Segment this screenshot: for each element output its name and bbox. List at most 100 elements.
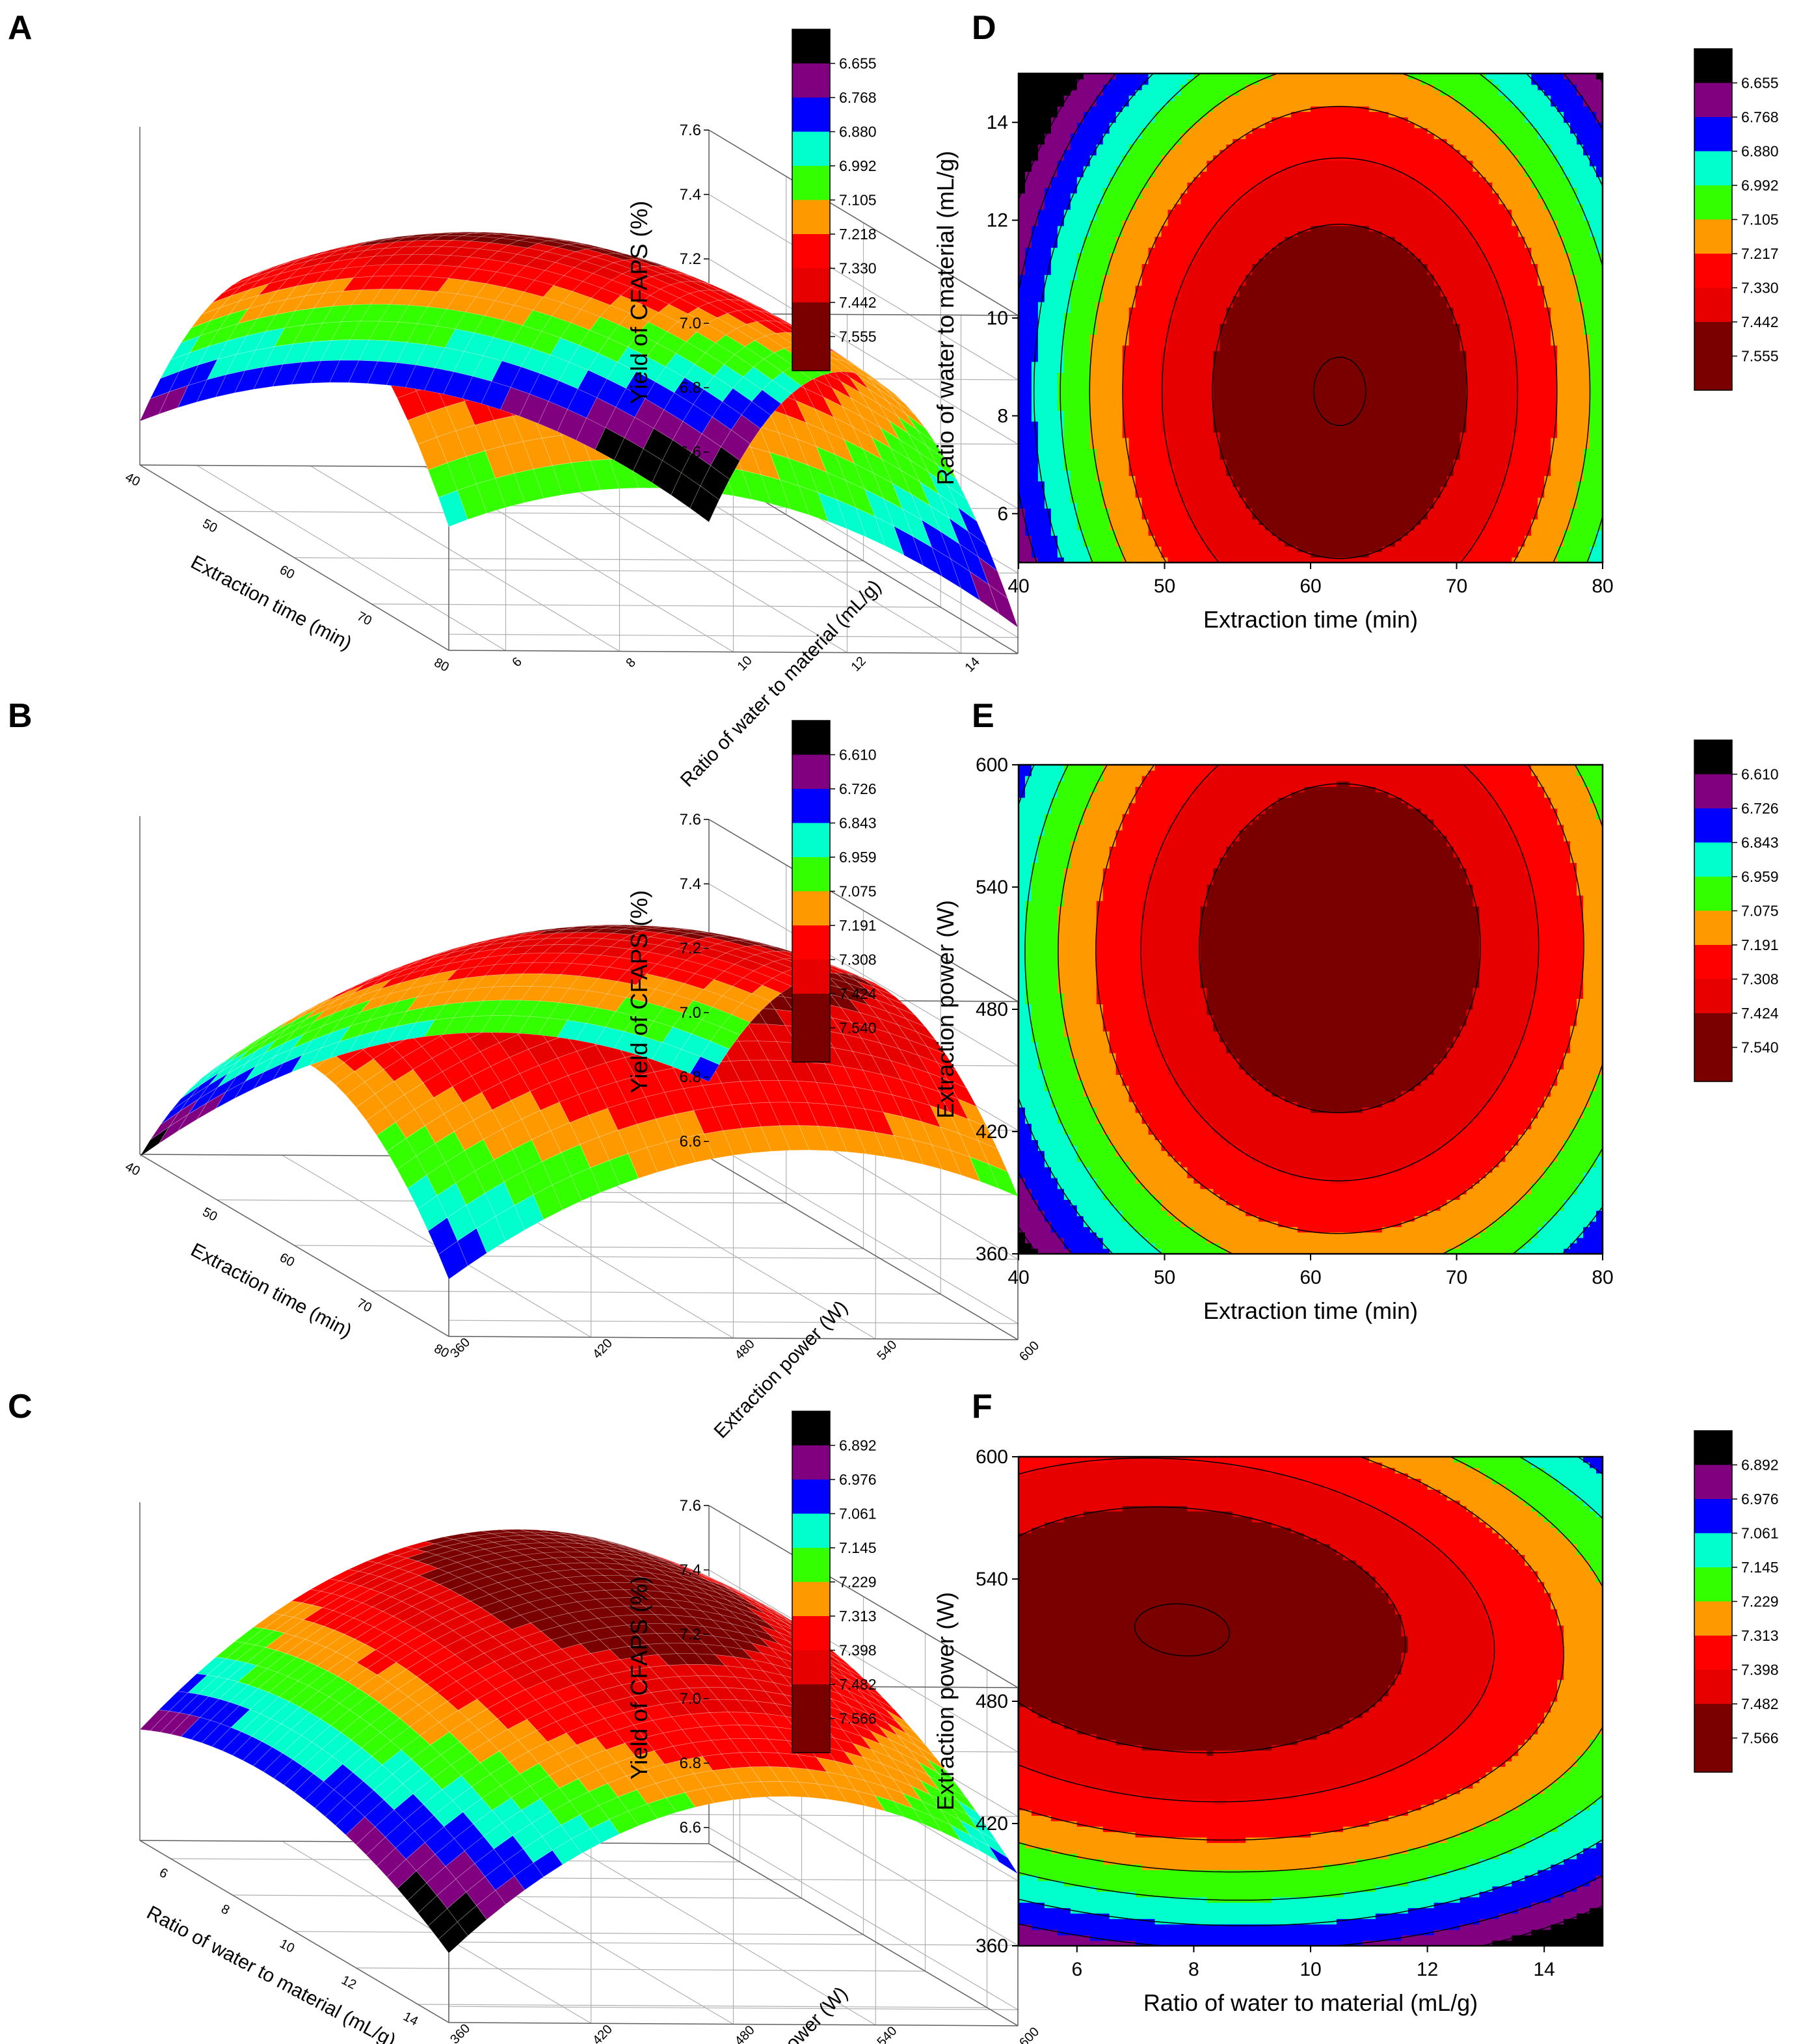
contour-cell (1440, 513, 1448, 520)
contour-cell (1220, 443, 1227, 449)
contour-cell (1070, 497, 1078, 503)
contour-cell (1285, 443, 1292, 449)
contour-cell (1505, 551, 1512, 558)
contour-cell (1381, 503, 1389, 509)
contour-cell (1128, 486, 1136, 492)
contour-cell (1434, 513, 1441, 520)
contour-cell (1220, 486, 1227, 492)
contour-cell (1316, 540, 1324, 547)
contour-cell (1570, 546, 1577, 552)
contour-cell (1031, 497, 1039, 503)
contour-cell (1265, 486, 1272, 492)
contour-cell (1096, 453, 1104, 460)
contour-cell (1355, 464, 1363, 471)
contour-cell (1154, 535, 1162, 542)
contour-cell (1304, 519, 1311, 525)
contour-cell (1421, 492, 1428, 498)
contour-cell (1362, 486, 1370, 492)
contour-cell (1076, 470, 1084, 476)
contour-cell (1401, 470, 1409, 476)
contour-cell (1492, 459, 1499, 466)
contour-cell (1194, 448, 1201, 455)
contour-cell (1590, 508, 1597, 514)
contour-cell (1381, 529, 1389, 536)
contour-cell (1421, 475, 1428, 482)
contour-cell (1285, 464, 1292, 471)
contour-cell (1518, 486, 1525, 492)
contour-cell (1070, 470, 1078, 476)
contour-cell (1329, 453, 1337, 460)
contour-cell (1128, 437, 1136, 444)
contour-cell (1329, 508, 1337, 514)
contour-cell (1187, 437, 1194, 444)
contour-cell (1329, 529, 1337, 536)
contour-cell (1278, 529, 1285, 536)
contour-cell (1063, 519, 1071, 525)
surface-patch (694, 352, 725, 377)
contour-cell (1349, 443, 1357, 449)
contour-cell (1050, 497, 1058, 503)
contour-cell (1122, 508, 1130, 514)
contour-cell (1414, 497, 1422, 503)
contour-cell (1096, 448, 1104, 455)
contour-cell (1148, 470, 1156, 476)
contour-cell (1083, 443, 1091, 449)
contour-cell (1590, 464, 1597, 471)
contour-cell (1063, 448, 1071, 455)
contour-cell (1181, 459, 1188, 466)
contour-cell (1375, 464, 1383, 471)
contour-cell (1050, 464, 1058, 471)
contour-cell (1167, 551, 1175, 558)
contour-cell (1427, 443, 1435, 449)
contour-cell (1499, 524, 1506, 531)
contour-cell (1226, 551, 1233, 558)
contour-cell (1246, 464, 1253, 471)
contour-cell (1135, 540, 1143, 547)
contour-cell (1486, 540, 1493, 547)
contour-cell (1394, 546, 1402, 552)
contour-cell (1076, 497, 1084, 503)
contour-cell (1447, 459, 1454, 466)
contour-cell (1265, 540, 1272, 547)
contour-cell (1096, 464, 1104, 471)
contour-cell (1226, 443, 1233, 449)
contour-cell (1070, 448, 1078, 455)
contour-cell (1272, 551, 1279, 558)
contour-cell (1414, 453, 1422, 460)
contour-cell (1440, 535, 1448, 542)
contour-cell (1167, 508, 1175, 514)
contour-cell (1388, 551, 1396, 558)
contour-cell (1421, 540, 1428, 547)
contour-cell (1272, 492, 1279, 498)
contour-cell (1362, 508, 1370, 514)
contour-cell (1538, 464, 1545, 471)
contour-cell (1187, 481, 1194, 487)
contour-cell (1070, 546, 1078, 552)
contour-cell (1479, 470, 1486, 476)
contour-cell (1207, 459, 1214, 466)
contour-cell (1583, 508, 1590, 514)
contour-cell (1381, 535, 1389, 542)
contour-cell (1525, 448, 1532, 455)
contour-cell (1427, 464, 1435, 471)
contour-cell (1323, 453, 1331, 460)
contour-cell (1590, 486, 1597, 492)
contour-cell (1135, 546, 1143, 552)
contour-cell (1044, 540, 1052, 547)
contour-cell (1336, 443, 1344, 449)
contour-cell (1194, 497, 1201, 503)
contour-cell (1213, 540, 1220, 547)
contour-cell (1141, 443, 1149, 449)
contour-cell (1316, 459, 1324, 466)
contour-cell (1577, 551, 1584, 558)
contour-cell (1362, 481, 1370, 487)
contour-cell (1115, 475, 1123, 482)
contour-cell (1148, 475, 1156, 482)
contour-cell (1024, 481, 1032, 487)
contour-cell (1037, 497, 1045, 503)
contour-cell (1187, 486, 1194, 492)
contour-cell (1342, 508, 1350, 514)
z-tick-label: 6.6 (680, 1819, 701, 1837)
contour-cell (1577, 519, 1584, 525)
contour-cell (1181, 492, 1188, 498)
